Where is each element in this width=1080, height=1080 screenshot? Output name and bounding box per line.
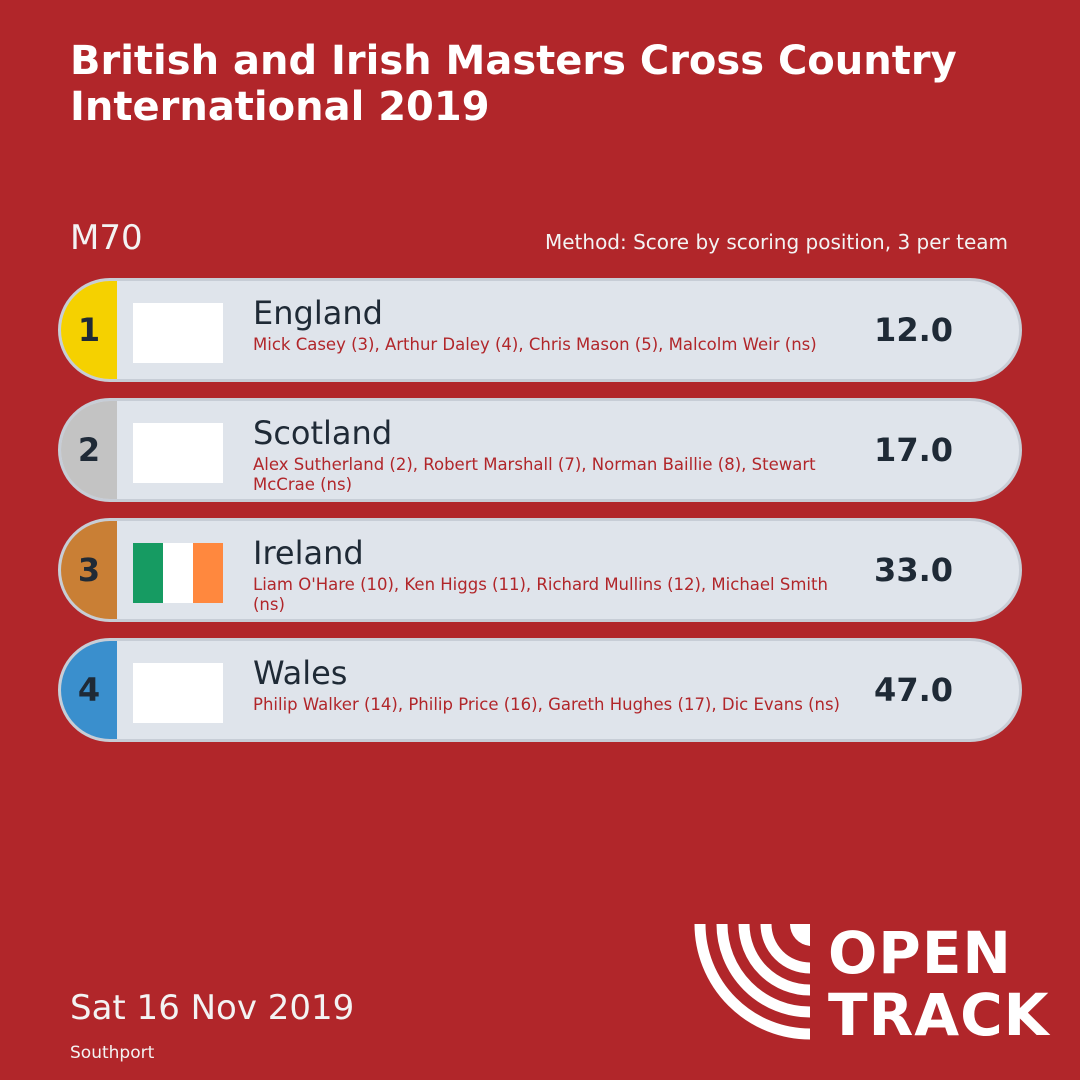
logo-line-open: OPEN	[828, 919, 1012, 987]
team-name: England	[253, 294, 383, 332]
place-badge: 3	[61, 521, 117, 619]
logo-wordmark: OPEN TRACK	[828, 924, 1050, 1048]
team-athletes: Mick Casey (3), Arthur Daley (4), Chris …	[253, 335, 817, 354]
team-athletes: Liam O'Hare (10), Ken Higgs (11), Richar…	[253, 575, 828, 614]
scoring-method: Method: Score by scoring position, 3 per…	[544, 230, 1008, 254]
place-badge: 4	[61, 641, 117, 739]
team-athletes: Philip Walker (14), Philip Price (16), G…	[253, 695, 840, 714]
result-row-wales: 4 Wales Philip Walker (14), Philip Price…	[58, 638, 1022, 742]
place-badge: 2	[61, 401, 117, 499]
team-score: 12.0	[874, 311, 953, 349]
event-date: Sat 16 Nov 2019	[70, 988, 355, 1028]
flag-band-white	[163, 543, 193, 603]
result-row-scotland: 2 Scotland Alex Sutherland (2), Robert M…	[58, 398, 1022, 502]
team-name: Scotland	[253, 414, 393, 452]
opentrack-lanes-icon	[694, 924, 811, 1040]
event-venue: Southport	[70, 1043, 155, 1063]
team-score: 47.0	[874, 671, 953, 709]
opentrack-logo: OPEN TRACK	[694, 924, 1049, 1048]
flag-scotland	[133, 423, 223, 483]
logo-line-track: TRACK	[828, 981, 1050, 1049]
flag-band-orange	[193, 543, 223, 603]
flag-wales	[133, 663, 223, 723]
flag-ireland	[133, 543, 223, 603]
flag-band-green	[133, 543, 163, 603]
result-row-england: 1 England Mick Casey (3), Arthur Daley (…	[58, 278, 1022, 382]
team-name: Wales	[253, 654, 348, 692]
results-list: 1 England Mick Casey (3), Arthur Daley (…	[58, 278, 1022, 758]
place-badge: 1	[61, 281, 117, 379]
team-score: 33.0	[874, 551, 953, 589]
team-score: 17.0	[874, 431, 953, 469]
flag-england	[133, 303, 223, 363]
team-name: Ireland	[253, 534, 364, 572]
page-title: British and Irish Masters Cross Country …	[70, 38, 957, 130]
team-athletes: Alex Sutherland (2), Robert Marshall (7)…	[253, 455, 816, 494]
result-row-ireland: 3 Ireland Liam O'Hare (10), Ken Higgs (1…	[58, 518, 1022, 622]
category-label: M70	[70, 218, 143, 258]
